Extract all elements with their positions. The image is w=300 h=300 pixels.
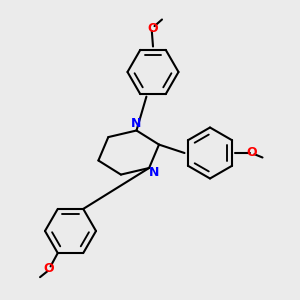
Text: O: O [148, 22, 158, 35]
Text: O: O [247, 146, 257, 160]
Text: N: N [148, 166, 159, 179]
Text: N: N [131, 117, 142, 130]
Text: O: O [44, 262, 54, 275]
